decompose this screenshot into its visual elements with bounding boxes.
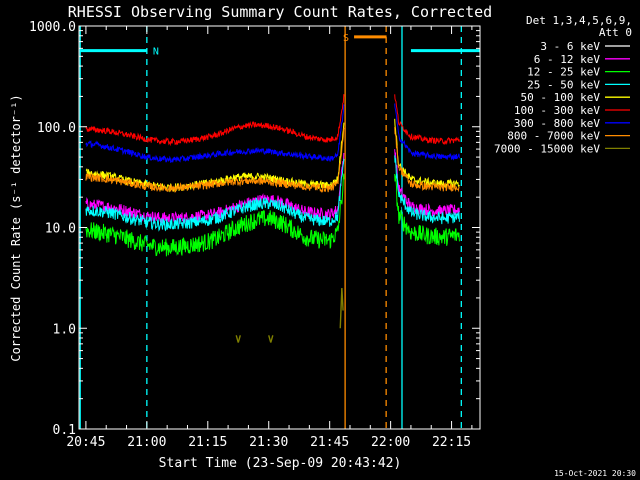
series-5 [85,94,460,147]
legend-label: 7000 - 15000 keV [494,142,600,155]
series-2-line-post [394,173,460,246]
series-5-line-post [394,94,460,146]
legend-label: 100 - 300 keV [514,104,600,117]
series-6-line-pre [85,104,345,163]
x-tick-label: 21:00 [127,435,166,450]
legend-label: 6 - 12 keV [534,53,601,66]
legend-label: 300 - 800 keV [514,117,600,130]
series-7 [85,126,460,193]
series-0-line-pre [85,166,345,240]
series-6 [85,103,460,163]
legend-label: 800 - 7000 keV [507,130,600,143]
x-tick-label: 20:45 [66,435,105,450]
y-tick-label: 0.1 [53,423,76,438]
y-tick-label: 1000.0 [29,20,76,35]
y-tick-label: 100.0 [37,121,76,136]
legend-header: Att 0 [599,26,632,39]
series-2 [85,173,460,257]
legend-label: 50 - 100 keV [521,91,601,104]
series-3-line-pre [85,158,345,232]
legend-label: 25 - 50 keV [527,78,600,91]
x-tick-label: 22:15 [432,435,471,450]
series-2-line-pre [85,173,345,257]
series-3 [85,155,460,232]
saa-bar-label: S [343,33,349,44]
series-8-segment [341,288,344,311]
y-tick-label: 10.0 [45,222,76,237]
chart-title: RHESSI Observing Summary Count Rates, Co… [68,3,492,21]
footer-date: 15-Oct-2021 20:30 [554,469,636,478]
legend-header: Det 1,3,4,5,6,9, [526,14,632,27]
series-3-line-post [394,155,460,225]
legend-label: 12 - 25 keV [527,66,600,79]
y-axis: 1000.0 100.0 10.0 1.0 0.1 [29,20,480,438]
x-tick-label: 21:45 [310,435,349,450]
series-8-segment [237,335,241,343]
x-axis-label: Start Time (23-Sep-09 20:43:42) [159,456,402,471]
series-7-line-post [394,126,460,193]
series-5-line-pre [85,94,345,147]
series-8 [235,288,344,343]
legend-label: 3 - 6 keV [540,40,600,53]
series-7-line-pre [85,127,345,193]
annotation-layer: NS [79,33,480,58]
series-8-segment [270,335,274,343]
series-layer [85,94,460,343]
series-6-line-post [394,103,460,161]
x-tick-label: 21:30 [249,435,288,450]
event-marker-lines [79,26,462,429]
x-tick-label: 21:15 [188,435,227,450]
x-tick-label: 22:00 [371,435,410,450]
y-tick-label: 1.0 [53,322,76,337]
y-axis-label: Corrected Count Rate (s⁻¹ detector⁻¹) [9,94,23,361]
series-4-line-post [394,118,460,188]
night-bar-label: N [153,47,159,58]
x-axis: 20:45 21:00 21:15 21:30 21:45 22:00 22:15 [66,26,473,450]
